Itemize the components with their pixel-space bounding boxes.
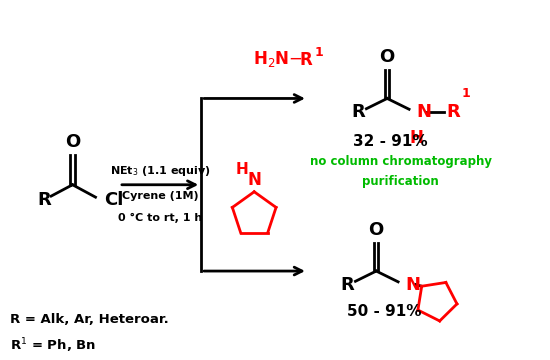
- Text: Cl: Cl: [104, 191, 123, 209]
- Text: 0 °C to rt, 1 h: 0 °C to rt, 1 h: [118, 213, 202, 223]
- Text: R$^1$ = Ph, Bn: R$^1$ = Ph, Bn: [9, 337, 96, 355]
- Text: R: R: [351, 103, 365, 121]
- Text: R: R: [37, 191, 51, 209]
- Text: H: H: [236, 162, 249, 177]
- Text: N: N: [248, 171, 261, 189]
- Text: H: H: [409, 129, 423, 147]
- Text: N: N: [416, 103, 431, 121]
- Text: 1: 1: [461, 87, 470, 100]
- Text: 32 - 91%: 32 - 91%: [353, 134, 427, 149]
- Text: O: O: [379, 48, 395, 66]
- Text: N: N: [405, 275, 420, 293]
- Text: purification: purification: [362, 175, 439, 188]
- Text: 50 - 91%: 50 - 91%: [347, 305, 422, 319]
- Text: R = Alk, Ar, Heteroar.: R = Alk, Ar, Heteroar.: [9, 313, 168, 326]
- Text: R: R: [340, 275, 354, 293]
- Text: R: R: [300, 51, 312, 69]
- Text: O: O: [65, 133, 80, 151]
- Text: H$_2$N$-$: H$_2$N$-$: [253, 49, 303, 69]
- Text: NEt$_3$ (1.1 equiv): NEt$_3$ (1.1 equiv): [109, 164, 211, 178]
- Text: no column chromatography: no column chromatography: [310, 155, 492, 168]
- Text: O: O: [368, 221, 384, 239]
- Text: R: R: [446, 103, 460, 121]
- Text: Cyrene (1M): Cyrene (1M): [122, 191, 199, 201]
- Text: 1: 1: [315, 46, 324, 59]
